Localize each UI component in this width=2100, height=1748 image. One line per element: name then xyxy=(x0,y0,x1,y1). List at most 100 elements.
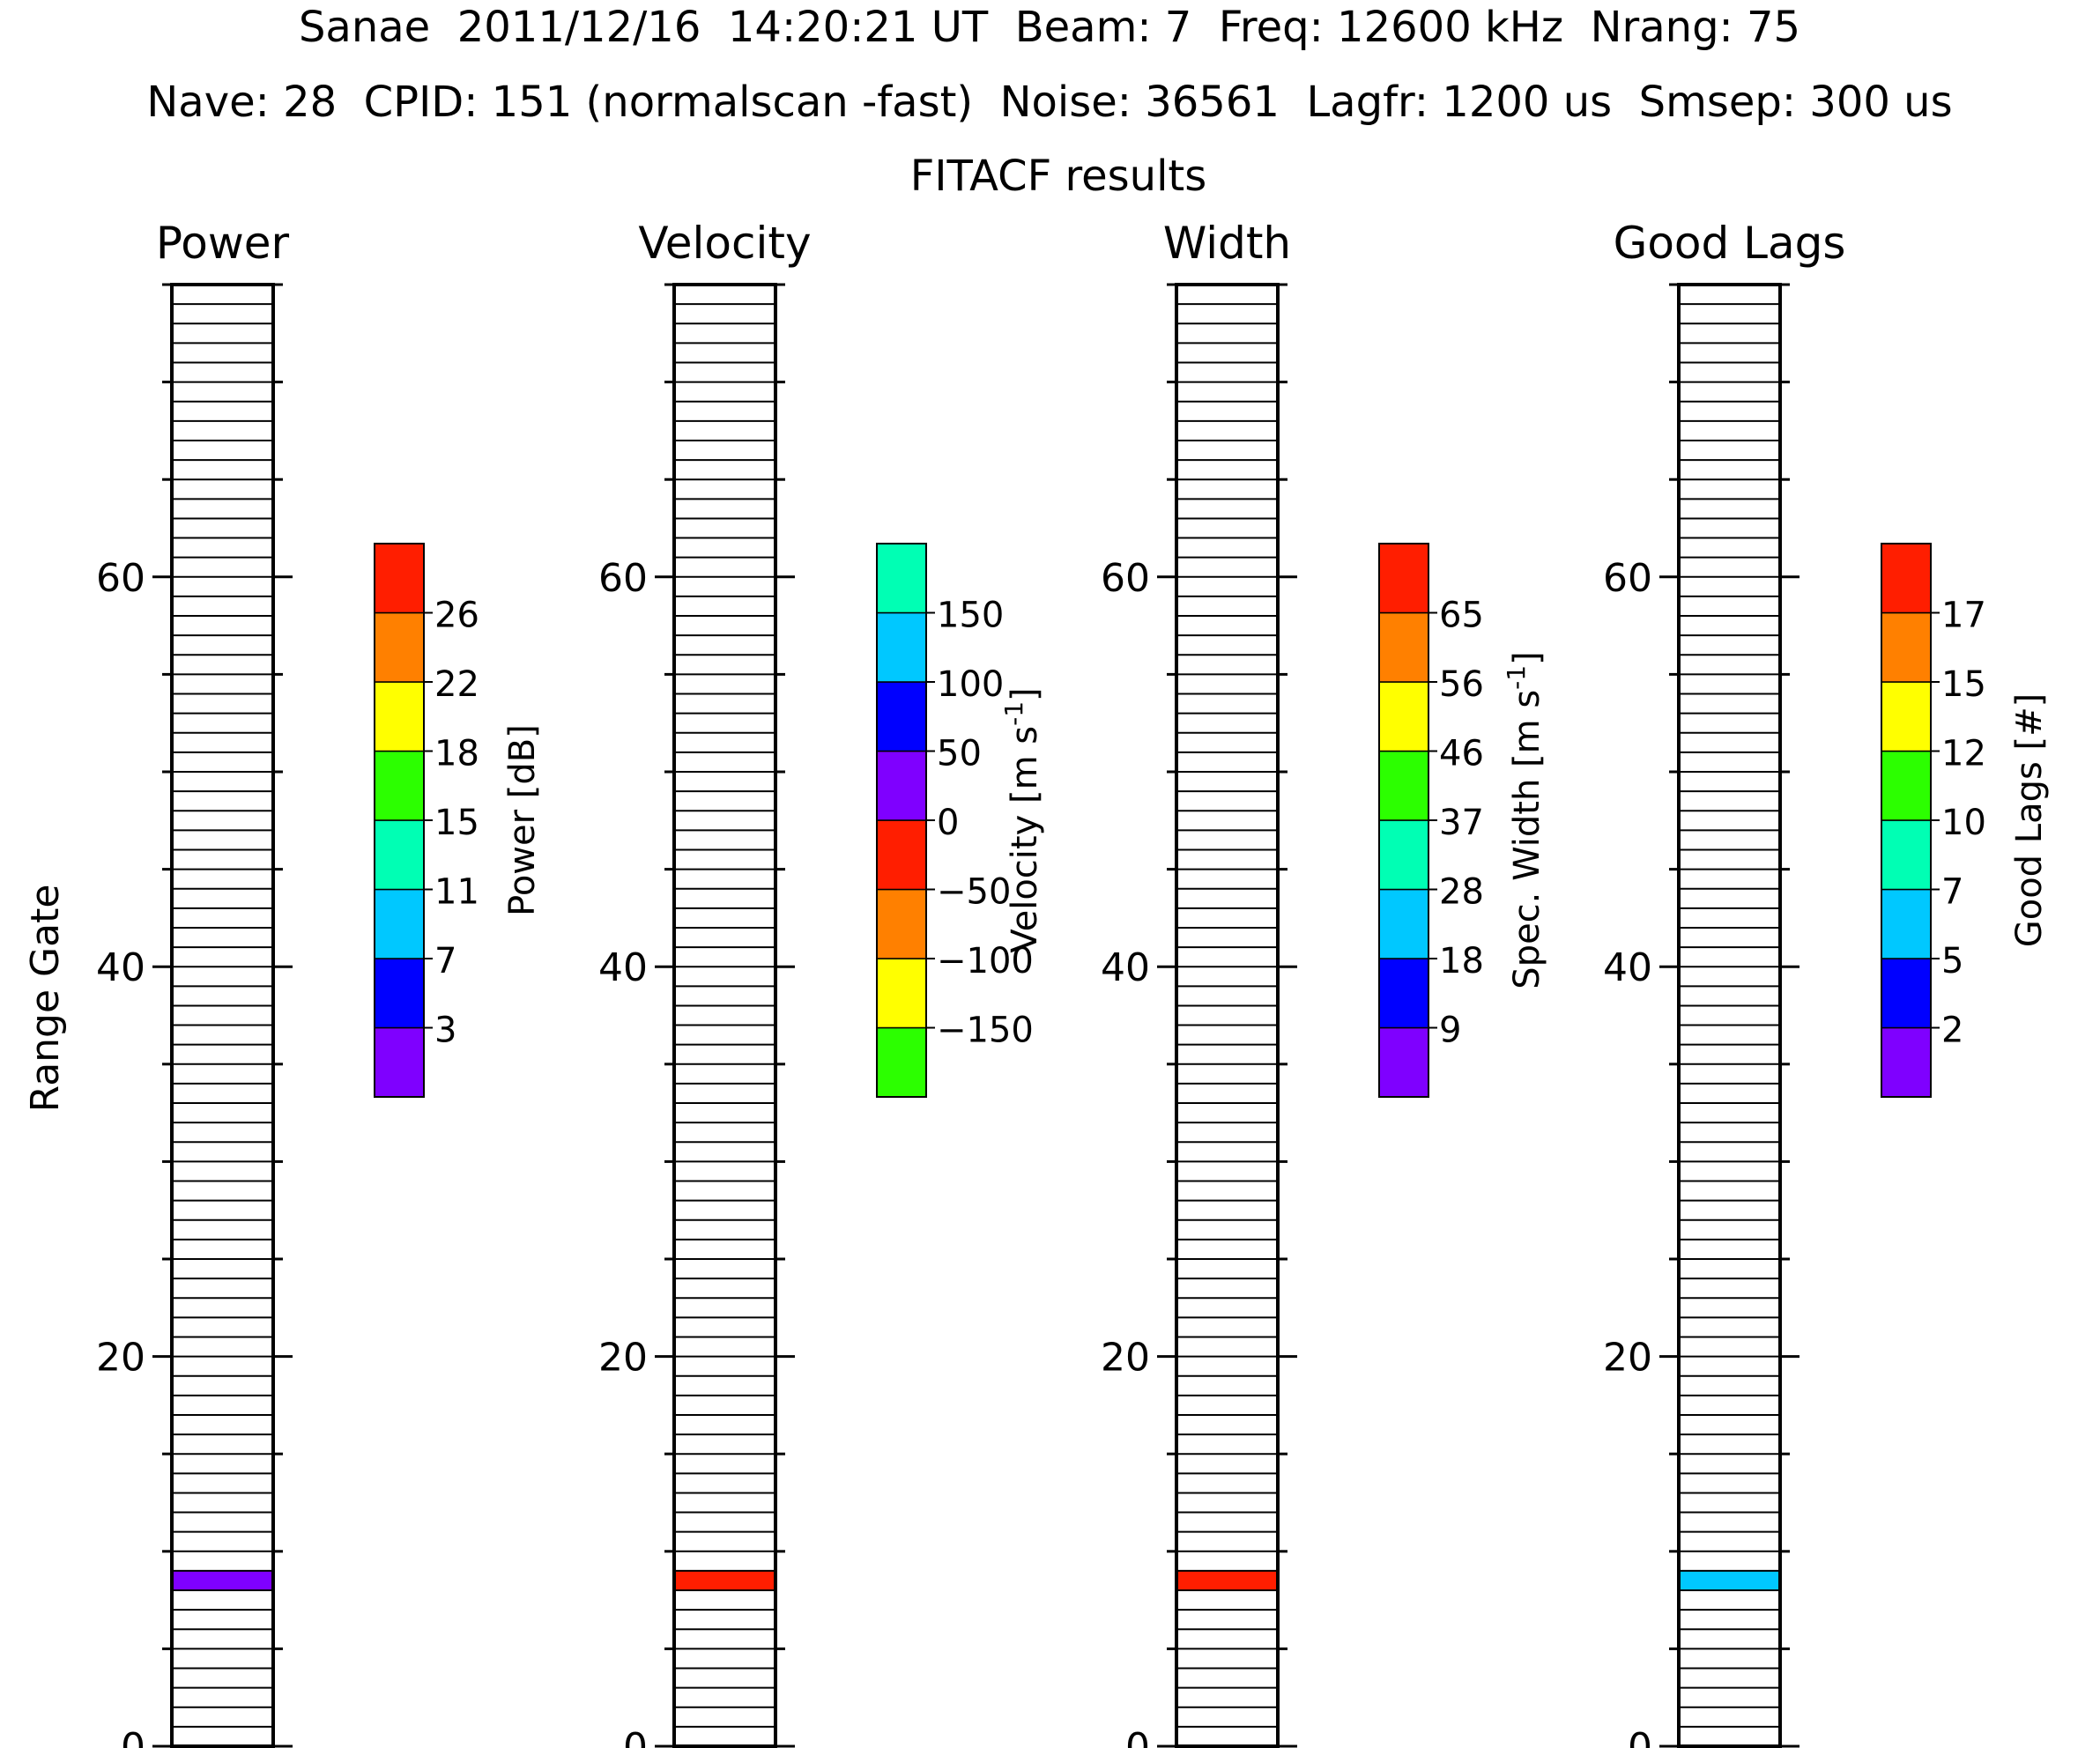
y-tick-label: 40 xyxy=(1101,945,1150,990)
colorbar-label: Good Lags [#] xyxy=(2009,693,2050,948)
colorbar-swatch xyxy=(374,888,425,959)
colorbar-tick-label: 100 xyxy=(937,664,1004,705)
panel-title: Velocity xyxy=(638,218,811,269)
y-tick-label: 60 xyxy=(598,556,648,601)
colorbar-swatch xyxy=(876,958,927,1029)
panel-title: Width xyxy=(1163,218,1291,269)
colorbar-swatch xyxy=(1378,888,1429,959)
colorbar-tick-label: 50 xyxy=(937,734,982,774)
colorbar-tick-label: 37 xyxy=(1439,803,1484,843)
y-tick-label: 0 xyxy=(1125,1725,1150,1748)
y-axis-label: Range Gate xyxy=(23,885,68,1113)
colorbar-swatch xyxy=(1378,819,1429,891)
header-line-3: FITACF results xyxy=(910,152,1207,201)
colorbar-swatch xyxy=(1881,958,1932,1029)
panel-2: Velocity 0 20 40 60 −150 −100 −50 0 50 100 150 Veloc… xyxy=(598,218,1045,1748)
colorbar-swatch xyxy=(374,819,425,891)
y-tick-label: 40 xyxy=(96,945,145,990)
colorbar-tick-label: 22 xyxy=(434,664,479,705)
colorbar-tick-label: 17 xyxy=(1941,596,1986,636)
y-tick-label: 0 xyxy=(1628,1725,1652,1748)
colorbar-tick-label: 56 xyxy=(1439,664,1484,705)
colorbar-tick-label: 15 xyxy=(434,803,479,843)
colorbar-swatch xyxy=(1881,819,1932,891)
colorbar-label: Velocity [m s-1] xyxy=(999,687,1046,952)
data-cell-gate-8 xyxy=(1679,1570,1780,1591)
panel-3: Width 0 20 40 60 9 18 28 37 46 56 65 Spec. Width [m … xyxy=(1101,218,1547,1748)
y-tick-label: 0 xyxy=(121,1725,145,1748)
colorbar-swatch xyxy=(1378,750,1429,821)
y-tick-label: 20 xyxy=(1603,1336,1652,1381)
colorbar-label: Power [dB] xyxy=(502,724,543,916)
panel-4: Good Lags 0 20 40 60 2 5 7 10 12 15 17 Good Lags [#] xyxy=(1603,218,2050,1748)
colorbar-tick-label: 18 xyxy=(1439,941,1484,981)
colorbar-swatch xyxy=(876,543,927,614)
y-tick-label: 20 xyxy=(96,1336,145,1381)
colorbar-swatch xyxy=(876,750,927,821)
y-tick-label: 40 xyxy=(1603,945,1652,990)
data-cell-gate-8 xyxy=(172,1570,273,1591)
colorbar-tick-label: 65 xyxy=(1439,596,1484,636)
colorbar-tick-label: 46 xyxy=(1439,734,1484,774)
colorbar-swatch xyxy=(1881,543,1932,614)
colorbar-tick-label: −150 xyxy=(937,1011,1034,1051)
colorbar-tick-label: 5 xyxy=(1941,941,1963,981)
y-tick-label: 20 xyxy=(598,1336,648,1381)
panel-title: Good Lags xyxy=(1614,218,1846,269)
colorbar-label-end: ] xyxy=(1507,651,1547,665)
range-column-frame xyxy=(170,283,275,1748)
colorbar-tick-label: 2 xyxy=(1941,1011,1963,1051)
data-cell-gate-8 xyxy=(1176,1570,1278,1591)
colorbar-label-superscript: -1 xyxy=(1502,665,1531,690)
colorbar-tick-label: 15 xyxy=(1941,664,1986,705)
range-column-frame xyxy=(1677,283,1782,1748)
y-tick-label: 60 xyxy=(96,556,145,601)
colorbar-swatch xyxy=(1378,1026,1429,1098)
colorbar-swatch xyxy=(1881,611,1932,683)
colorbar-tick-label: 150 xyxy=(937,596,1004,636)
panel-title: Power xyxy=(156,218,290,269)
colorbar-swatch xyxy=(1881,888,1932,959)
colorbar-swatch xyxy=(1378,681,1429,752)
colorbar-tick-label: −100 xyxy=(937,941,1034,981)
y-tick-label: 60 xyxy=(1603,556,1652,601)
colorbar-swatch xyxy=(374,611,425,683)
colorbar-swatch xyxy=(1378,611,1429,683)
data-cell-gate-8 xyxy=(674,1570,775,1591)
colorbar-tick-label: 18 xyxy=(434,734,479,774)
y-tick-label: 40 xyxy=(598,945,648,990)
y-tick-label: 60 xyxy=(1101,556,1150,601)
colorbar-swatch xyxy=(1881,750,1932,821)
colorbar-tick-label: 9 xyxy=(1439,1011,1461,1051)
colorbar-swatch xyxy=(374,750,425,821)
colorbar-tick-label: 12 xyxy=(1941,734,1986,774)
colorbar-tick-label: 26 xyxy=(434,596,479,636)
colorbar-swatch xyxy=(1881,681,1932,752)
colorbar-swatch xyxy=(1378,543,1429,614)
colorbar-tick-label: 0 xyxy=(937,803,959,843)
colorbar-tick-label: −50 xyxy=(937,872,1011,913)
colorbar-tick-label: 28 xyxy=(1439,872,1484,913)
colorbar-swatch xyxy=(876,1026,927,1098)
colorbar-tick-label: 11 xyxy=(434,872,479,913)
colorbar-swatch xyxy=(876,681,927,752)
colorbar-swatch xyxy=(1378,958,1429,1029)
colorbar-label-end: ] xyxy=(1005,687,1045,701)
colorbar-swatch xyxy=(1881,1026,1932,1098)
colorbar-label-superscript: -1 xyxy=(999,701,1028,726)
range-column-frame xyxy=(672,283,777,1748)
colorbar-tick-label: 3 xyxy=(434,1011,456,1051)
colorbar-swatch xyxy=(876,819,927,891)
colorbar-tick-label: 7 xyxy=(434,941,456,981)
y-tick-label: 0 xyxy=(623,1725,648,1748)
colorbar-swatch xyxy=(374,1026,425,1098)
header-line-2: Nave: 28 CPID: 151 (normalscan -fast) No… xyxy=(146,78,1952,127)
y-tick-label: 20 xyxy=(1101,1336,1150,1381)
panel-1: Power 0 20 40 60 3 7 11 15 18 22 26 Power [dB] xyxy=(96,218,543,1748)
colorbar-swatch xyxy=(876,611,927,683)
colorbar-swatch xyxy=(876,888,927,959)
range-column-frame xyxy=(1175,283,1280,1748)
colorbar-label: Spec. Width [m s-1] xyxy=(1502,651,1548,989)
colorbar-swatch xyxy=(374,543,425,614)
